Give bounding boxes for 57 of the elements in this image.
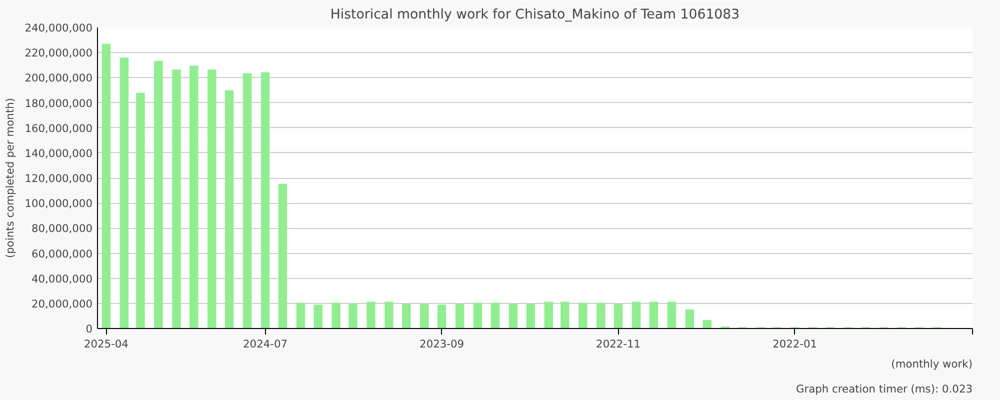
bar <box>437 304 446 328</box>
bar <box>190 66 198 328</box>
bar <box>667 302 676 328</box>
y-tick-label: 140,000,000 <box>24 146 93 160</box>
x-tick-label: 2023-09 <box>420 338 464 350</box>
bar <box>685 309 694 328</box>
bar <box>384 302 394 328</box>
bar <box>172 70 181 328</box>
bar <box>420 304 429 328</box>
bar <box>260 72 270 328</box>
bar <box>596 302 606 328</box>
y-tick-label: 100,000,000 <box>24 197 93 210</box>
chart-title: Historical monthly work for Chisato_Makino of Team 1061083 <box>330 8 740 22</box>
bar <box>314 304 322 328</box>
x-tick-label: 2022-11 <box>596 338 641 350</box>
bar <box>348 304 358 328</box>
bar <box>332 302 340 328</box>
bar <box>702 320 712 328</box>
bar <box>136 92 145 328</box>
bar <box>526 304 535 328</box>
x-axis-title: (monthly work) <box>891 358 972 370</box>
bar <box>366 302 376 328</box>
bar <box>120 58 129 328</box>
bar <box>224 90 234 328</box>
y-tick-label: 80,000,000 <box>31 222 93 236</box>
bar <box>473 302 482 328</box>
y-tick-label: 200,000,000 <box>24 72 93 85</box>
bar <box>578 302 588 328</box>
text: Graph creation timer (ms): 0.023 <box>796 382 973 396</box>
bar <box>632 302 641 328</box>
bar <box>296 302 306 328</box>
y-tick-label: 220,000,000 <box>24 46 93 60</box>
y-tick-label: 40,000,000 <box>31 272 93 286</box>
bar <box>544 302 553 328</box>
y-tick-label: 60,000,000 <box>31 247 93 260</box>
bar <box>102 44 111 328</box>
x-tick-label: 2022-01 <box>772 338 818 350</box>
y-tick-label: 160,000,000 <box>24 122 93 135</box>
bar <box>649 302 658 328</box>
bar <box>455 304 464 328</box>
y-tick-label: 240,000,000 <box>24 22 93 34</box>
bar <box>154 60 163 328</box>
bar <box>242 73 252 328</box>
x-tick-label: 2025-04 <box>84 338 129 350</box>
y-tick-label: 20,000,000 <box>31 297 93 310</box>
x-tick-label: 2024-07 <box>243 338 288 350</box>
bar <box>208 70 216 328</box>
y-tick-label: 0 <box>86 322 93 336</box>
bar <box>490 302 500 328</box>
y-tick-label: 180,000,000 <box>24 96 93 110</box>
bar <box>560 302 570 328</box>
bar <box>402 304 411 328</box>
y-tick-label: 120,000,000 <box>24 172 93 185</box>
bar <box>614 304 623 328</box>
bar <box>508 304 518 328</box>
y-axis-title: (points completed per month) <box>4 98 17 258</box>
bar <box>278 184 288 328</box>
